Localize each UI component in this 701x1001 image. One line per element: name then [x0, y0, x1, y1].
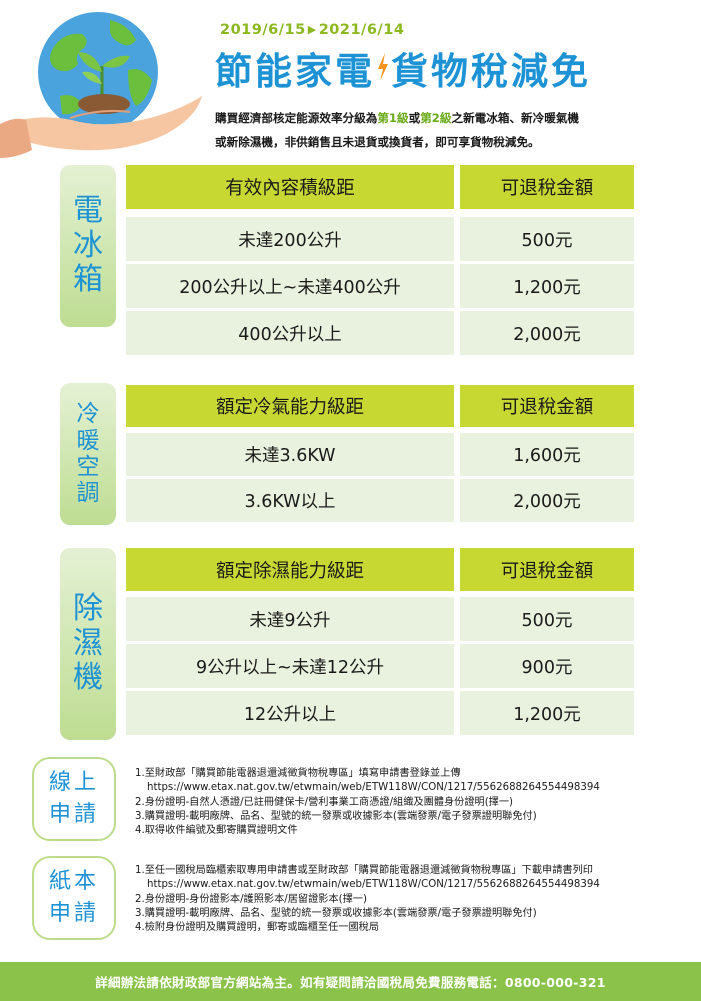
- date-start: 2019/6/15: [220, 22, 306, 38]
- table-row: 未達9公升 500元: [126, 597, 634, 641]
- ac-tab-char: 空: [76, 454, 100, 480]
- list-item: 3.購買證明-載明廠牌、品名、型號的統一發票或收據影本(雲端發票/電子發票證明聯…: [135, 810, 537, 822]
- arrow-right-icon: ▶: [307, 23, 317, 36]
- badge-line: 申請: [48, 901, 99, 926]
- table-row: 200公升以上~未達400公升 1,200元: [126, 264, 634, 308]
- table-header-row: 有效內容積級距 可退稅金額: [126, 165, 634, 209]
- list-item: 4.檢附身份證明及購買證明，郵寄或臨櫃至任一國稅局: [135, 922, 380, 934]
- online-application-steps: 1.至財政部「購買節能電器退還減徵貨物稅專區」填寫申請書登錄並上傳 https:…: [135, 767, 600, 838]
- list-item: 4.取得收件編號及郵寄購買證明文件: [135, 825, 298, 837]
- range-cell: 200公升以上~未達400公升: [126, 264, 454, 308]
- table-row: 未達3.6KW 1,600元: [126, 433, 634, 476]
- paper-url-link[interactable]: https://www.etax.nat.gov.tw/etwmain/web/…: [147, 879, 600, 891]
- table-row: 9公升以上~未達12公升 900元: [126, 644, 634, 688]
- list-item: 1.至任一國稅局臨櫃索取專用申請書或至財政部「購買節能電器退還減徵貨物稅專區」下…: [135, 865, 593, 876]
- table-row: 未達200公升 500元: [126, 217, 634, 261]
- ac-tab-char: 冷: [76, 401, 100, 428]
- lightning-bolt-icon: [378, 53, 388, 81]
- intro-text-1: 購買經濟部核定能源效率分級為: [215, 111, 378, 125]
- page-title: 節能家電 貨物稅減免: [215, 46, 685, 98]
- range-cell: 9公升以上~未達12公升: [126, 644, 454, 688]
- footer-text: 詳細辦法請依財政部官方網站為主。如有疑問請洽國稅局免費服務電話：0800-000…: [95, 975, 606, 990]
- refund-cell: 1,200元: [460, 264, 634, 308]
- title-part-1: 節能家電: [215, 50, 375, 93]
- table-header-row: 額定冷氣能力級距 可退稅金額: [126, 385, 634, 427]
- dehumidifier-tab-char: 濕: [73, 625, 103, 661]
- fridge-tab-char: 電: [73, 193, 103, 229]
- online-url-link[interactable]: https://www.etax.nat.gov.tw/etwmain/web/…: [147, 782, 600, 794]
- refund-cell: 1,600元: [460, 433, 634, 476]
- badge-line: 申請: [48, 802, 99, 827]
- list-item: 1.至財政部「購買節能電器退還減徵貨物稅專區」填寫申請書登錄並上傳: [135, 768, 461, 779]
- badge-line: 紙本: [48, 869, 99, 895]
- refund-cell: 900元: [460, 644, 634, 688]
- range-cell: 未達9公升: [126, 597, 454, 641]
- ac-tab: 冷 暖 空 調: [60, 383, 116, 525]
- dehumidifier-tab-char: 除: [73, 591, 103, 627]
- table-row: 12公升以上 1,200元: [126, 691, 634, 735]
- list-item: 2.身份證明-身份證影本/護照影本/居留證影本(擇一): [135, 893, 367, 905]
- range-cell: 未達3.6KW: [126, 433, 454, 476]
- fridge-tab: 電 冰 箱: [60, 165, 116, 327]
- column-header-refund: 可退稅金額: [460, 165, 634, 209]
- list-item: 2.身份證明-自然人憑證/已註冊健保卡/營利事業工商憑證/組織及團體身份證明(擇…: [135, 796, 514, 808]
- column-header-range: 額定冷氣能力級距: [126, 385, 454, 427]
- range-cell: 未達200公升: [126, 217, 454, 261]
- fridge-tab-char: 箱: [73, 262, 103, 298]
- intro-line-2: 或新除濕機，非供銷售且未退貨或換貨者，即可享貨物稅減免。: [215, 135, 540, 149]
- level-2-highlight: 第2級: [420, 111, 452, 125]
- refund-cell: 2,000元: [460, 311, 634, 355]
- online-application-badge: 線上 申請: [32, 757, 116, 841]
- column-header-refund: 可退稅金額: [460, 548, 634, 591]
- column-header-refund: 可退稅金額: [460, 385, 634, 427]
- table-header-row: 額定除濕能力級距 可退稅金額: [126, 548, 634, 591]
- globe-in-hands-illustration: [0, 12, 202, 158]
- ac-tab-char: 調: [76, 480, 100, 507]
- footer-banner: 詳細辦法請依財政部官方網站為主。如有疑問請洽國稅局免費服務電話：0800-000…: [0, 962, 701, 1001]
- date-end: 2021/6/14: [318, 22, 405, 38]
- dehumidifier-tab-char: 機: [73, 660, 103, 696]
- fridge-tab-char: 冰: [73, 227, 103, 263]
- list-item: 3.購買證明-載明廠牌、品名、型號的統一發票或收據影本(雲端發票/電子發票證明聯…: [135, 907, 537, 919]
- range-cell: 12公升以上: [126, 691, 454, 735]
- refund-cell: 2,000元: [460, 479, 634, 522]
- promotion-period: 2019/6/15 ▶ 2021/6/14: [220, 22, 404, 38]
- dehumidifier-tab: 除 濕 機: [60, 548, 116, 740]
- badge-line: 線上: [48, 770, 99, 796]
- title-part-2: 貨物稅減免: [391, 50, 591, 93]
- column-header-range: 有效內容積級距: [126, 165, 454, 209]
- refund-cell: 500元: [460, 217, 634, 261]
- range-cell: 3.6KW以上: [126, 479, 454, 522]
- level-1-highlight: 第1級: [377, 111, 409, 125]
- table-row: 3.6KW以上 2,000元: [126, 479, 634, 522]
- intro-text-3: 之新電冰箱、新冷暖氣機: [451, 111, 580, 125]
- paper-application-steps: 1.至任一國稅局臨櫃索取專用申請書或至財政部「購買節能電器退還減徵貨物稅專區」下…: [135, 864, 600, 935]
- table-row: 400公升以上 2,000元: [126, 311, 634, 355]
- paper-application-badge: 紙本 申請: [32, 856, 116, 940]
- intro-text-2: 或: [408, 111, 421, 125]
- column-header-range: 額定除濕能力級距: [126, 548, 454, 591]
- range-cell: 400公升以上: [126, 311, 454, 355]
- refund-cell: 1,200元: [460, 691, 634, 735]
- refund-cell: 500元: [460, 597, 634, 641]
- ac-tab-char: 暖: [76, 427, 100, 454]
- intro-text: 購買經濟部核定能源效率分級為第1級或第2級之新電冰箱、新冷暖氣機 或新除濕機，非…: [215, 106, 675, 154]
